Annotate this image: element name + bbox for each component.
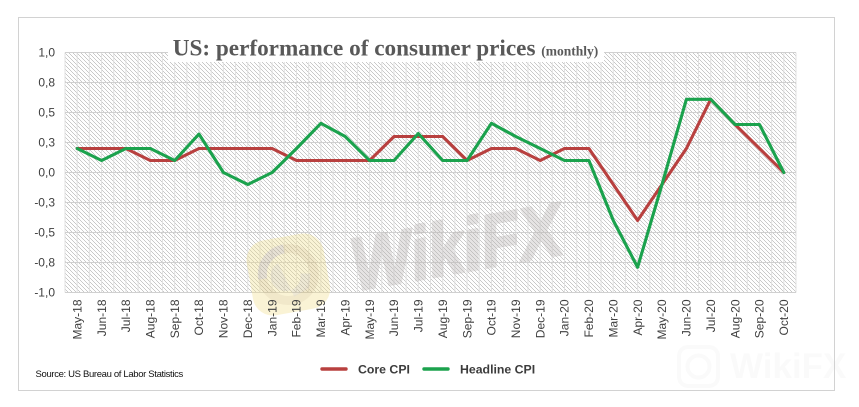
svg-text:Aug-19: Aug-19 xyxy=(436,299,450,338)
svg-text:Aug-20: Aug-20 xyxy=(728,299,742,338)
svg-text:0,5: 0,5 xyxy=(38,105,55,119)
svg-text:Apr-20: Apr-20 xyxy=(631,299,645,335)
svg-text:Apr-19: Apr-19 xyxy=(338,299,352,335)
svg-text:Feb-20: Feb-20 xyxy=(582,299,596,337)
svg-text:US: performance of consumer pr: US: performance of consumer prices (mont… xyxy=(173,36,599,62)
svg-text:Nov-19: Nov-19 xyxy=(509,299,523,338)
svg-text:0,8: 0,8 xyxy=(38,75,55,89)
svg-text:Jan-20: Jan-20 xyxy=(558,299,572,336)
svg-text:Mar-20: Mar-20 xyxy=(607,299,621,337)
svg-text:WikiFX: WikiFX xyxy=(730,347,847,386)
svg-text:May-19: May-19 xyxy=(363,299,377,339)
svg-text:-0,5: -0,5 xyxy=(34,225,55,239)
svg-text:Dec-19: Dec-19 xyxy=(533,299,547,338)
svg-text:Jul-18: Jul-18 xyxy=(119,299,133,332)
svg-text:Nov-18: Nov-18 xyxy=(217,299,231,338)
svg-text:Jul-20: Jul-20 xyxy=(704,299,718,332)
svg-text:Aug-18: Aug-18 xyxy=(144,299,158,338)
svg-text:-0,3: -0,3 xyxy=(34,195,55,209)
svg-text:May-20: May-20 xyxy=(655,299,669,339)
svg-text:Oct-19: Oct-19 xyxy=(485,299,499,335)
svg-text:Jul-19: Jul-19 xyxy=(412,299,426,332)
svg-text:Core CPI: Core CPI xyxy=(358,363,410,377)
svg-text:1,0: 1,0 xyxy=(38,45,55,59)
svg-text:0,0: 0,0 xyxy=(38,165,55,179)
svg-text:Sep-20: Sep-20 xyxy=(753,299,767,338)
svg-text:Jan-19: Jan-19 xyxy=(265,299,279,336)
svg-text:Oct-18: Oct-18 xyxy=(192,299,206,335)
svg-text:Sep-18: Sep-18 xyxy=(168,299,182,338)
svg-text:Oct-20: Oct-20 xyxy=(777,299,791,335)
svg-text:Jun-18: Jun-18 xyxy=(95,299,109,336)
svg-text:Mar-19: Mar-19 xyxy=(314,299,328,337)
svg-text:Dec-18: Dec-18 xyxy=(241,299,255,338)
svg-text:-1,0: -1,0 xyxy=(34,285,55,299)
svg-text:0,3: 0,3 xyxy=(38,135,55,149)
svg-text:Headline CPI: Headline CPI xyxy=(460,363,535,377)
svg-text:Jun-19: Jun-19 xyxy=(387,299,401,336)
svg-text:Sep-19: Sep-19 xyxy=(460,299,474,338)
svg-text:Source: US Bureau of Labor Sta: Source: US Bureau of Labor Statistics xyxy=(36,369,184,380)
svg-text:-0,8: -0,8 xyxy=(34,255,55,269)
svg-text:Jun-20: Jun-20 xyxy=(680,299,694,336)
svg-text:Feb-19: Feb-19 xyxy=(290,299,304,337)
svg-text:May-18: May-18 xyxy=(70,299,84,339)
